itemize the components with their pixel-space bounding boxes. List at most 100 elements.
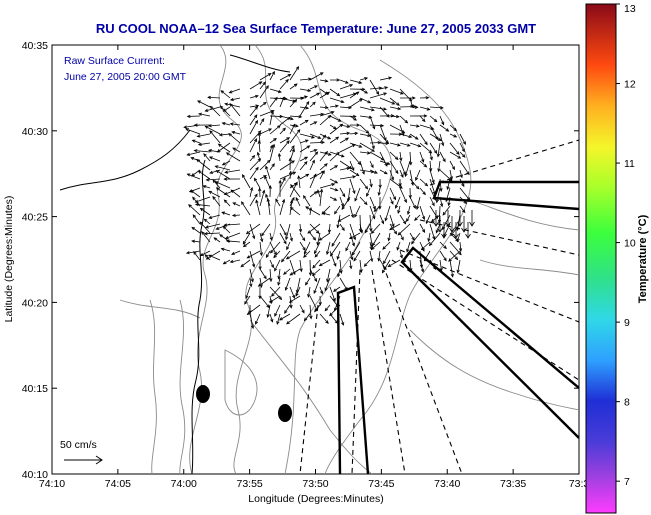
current-arrow bbox=[351, 241, 361, 256]
coastline-line bbox=[191, 159, 206, 474]
current-arrow bbox=[349, 142, 363, 148]
dashed-line bbox=[419, 219, 579, 256]
current-arrow bbox=[264, 175, 271, 189]
current-arrow bbox=[324, 277, 331, 292]
current-arrow bbox=[269, 313, 274, 323]
current-arrow bbox=[191, 239, 201, 243]
coastline-line bbox=[229, 54, 291, 73]
current-arrow bbox=[439, 250, 447, 262]
current-arrow bbox=[261, 223, 271, 237]
current-arrow bbox=[197, 100, 211, 108]
current-arrow bbox=[223, 199, 231, 207]
current-arrow bbox=[359, 160, 365, 175]
current-arrow bbox=[439, 133, 445, 147]
current-arrow bbox=[321, 212, 331, 216]
current-arrow bbox=[349, 91, 360, 99]
current-arrow bbox=[409, 196, 416, 210]
current-arrow bbox=[329, 97, 345, 104]
current-arrow bbox=[399, 124, 405, 137]
contour-line bbox=[409, 329, 579, 411]
current-arrow bbox=[288, 157, 292, 171]
current-arrow bbox=[299, 77, 312, 81]
current-arrow bbox=[394, 196, 401, 209]
y-tick-label: 40:25 bbox=[22, 212, 48, 224]
current-arrow bbox=[203, 218, 211, 225]
current-arrow bbox=[208, 254, 221, 261]
current-arrow bbox=[349, 178, 356, 195]
current-arrow bbox=[353, 250, 361, 262]
current-arrow bbox=[379, 169, 388, 175]
current-arrow bbox=[249, 250, 256, 268]
current-arrow bbox=[319, 313, 329, 324]
current-arrow bbox=[384, 205, 391, 222]
current-arrow bbox=[193, 149, 211, 153]
current-arrow bbox=[456, 259, 461, 274]
current-arrow bbox=[429, 142, 438, 154]
bathymetry-contours bbox=[119, 45, 579, 474]
y-tick-label: 40:10 bbox=[22, 469, 48, 481]
current-arrow bbox=[419, 115, 426, 123]
current-arrow bbox=[458, 241, 463, 252]
plot-area bbox=[51, 44, 580, 475]
annotation-line1: Raw Surface Current: bbox=[64, 55, 165, 67]
current-arrow bbox=[427, 232, 431, 243]
colorbar-gradient bbox=[585, 3, 617, 514]
contour-line bbox=[284, 45, 392, 474]
current-arrow bbox=[349, 79, 363, 85]
current-arrow bbox=[369, 86, 383, 90]
current-arrow bbox=[359, 77, 369, 81]
current-arrow bbox=[289, 123, 296, 135]
current-arrow bbox=[279, 127, 286, 135]
current-arrow bbox=[329, 123, 344, 135]
current-arrow bbox=[229, 102, 241, 117]
current-arrow bbox=[429, 133, 442, 141]
current-arrow bbox=[419, 142, 433, 154]
current-arrow bbox=[223, 223, 241, 227]
contour-line bbox=[469, 199, 579, 231]
dashed-line bbox=[351, 269, 361, 474]
current-arrow bbox=[419, 133, 428, 146]
current-arrow bbox=[389, 223, 401, 231]
current-arrow bbox=[274, 304, 281, 317]
current-arrow bbox=[419, 106, 431, 111]
current-arrow bbox=[269, 163, 275, 171]
current-arrow bbox=[259, 101, 267, 108]
current-arrow bbox=[231, 213, 241, 218]
current-arrow bbox=[428, 232, 441, 247]
current-arrow bbox=[379, 160, 391, 165]
station-marker bbox=[196, 385, 210, 403]
current-arrow bbox=[399, 232, 404, 241]
current-arrow bbox=[277, 277, 281, 286]
current-arrow bbox=[369, 214, 373, 232]
current-arrow bbox=[279, 177, 286, 189]
current-arrow bbox=[249, 193, 258, 207]
current-arrow bbox=[249, 114, 258, 126]
current-arrow bbox=[299, 160, 308, 171]
x-tick-label: 73:35 bbox=[500, 478, 526, 490]
current-arrow bbox=[289, 268, 301, 276]
current-arrow bbox=[208, 190, 221, 198]
current-arrow bbox=[191, 226, 201, 234]
current-arrow bbox=[339, 175, 357, 180]
x-axis-label: Longitude (Degrees:Minutes) bbox=[248, 493, 383, 505]
current-arrow bbox=[199, 207, 211, 216]
current-arrow bbox=[349, 98, 363, 108]
current-arrow bbox=[253, 177, 261, 189]
current-arrow bbox=[289, 115, 303, 119]
current-arrow bbox=[269, 144, 274, 153]
current-arrow bbox=[288, 170, 293, 180]
current-arrow bbox=[284, 304, 291, 314]
current-arrow bbox=[383, 250, 391, 265]
current-arrow bbox=[231, 130, 241, 135]
colorbar-ticks: 13 12 11 10 9 8 7 bbox=[616, 3, 636, 488]
current-arrow bbox=[279, 198, 286, 216]
current-arrow bbox=[191, 139, 201, 144]
current-arrow bbox=[212, 195, 221, 207]
colorbar: 13 12 11 10 9 8 7 Temperature (°C) bbox=[585, 3, 649, 514]
current-arrow bbox=[369, 79, 380, 96]
current-arrow bbox=[297, 175, 301, 189]
current-arrow bbox=[221, 211, 231, 216]
current-arrow bbox=[369, 115, 376, 130]
current-arrow bbox=[406, 214, 411, 223]
current-arrow bbox=[377, 187, 381, 197]
